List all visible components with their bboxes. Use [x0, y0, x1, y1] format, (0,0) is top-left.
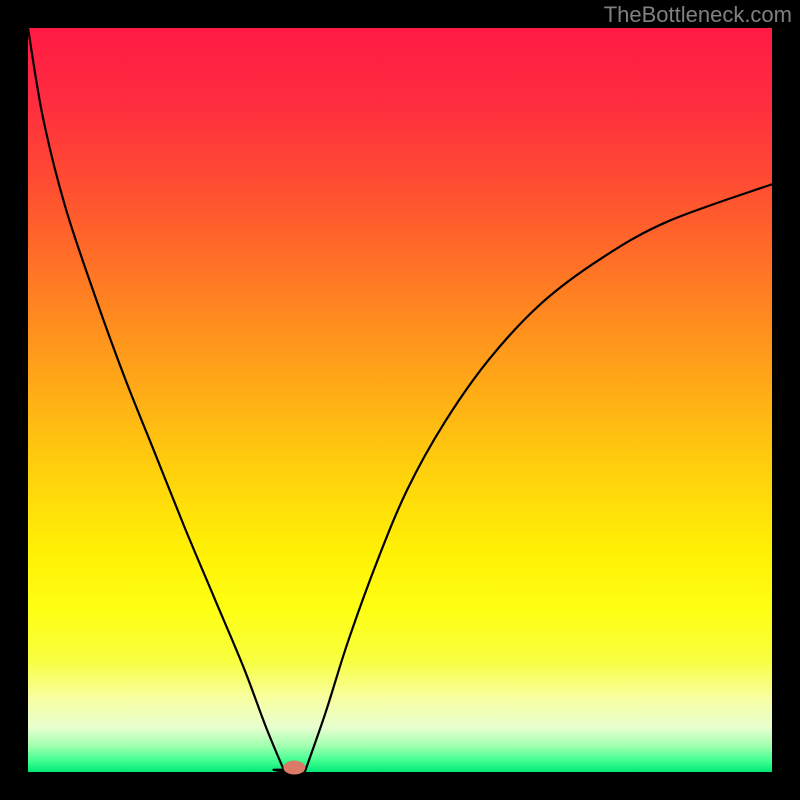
bottleneck-chart	[0, 0, 800, 800]
plot-background-gradient	[28, 28, 772, 772]
watermark-text: TheBottleneck.com	[604, 2, 792, 28]
apex-marker	[283, 761, 305, 775]
chart-container: TheBottleneck.com	[0, 0, 800, 800]
